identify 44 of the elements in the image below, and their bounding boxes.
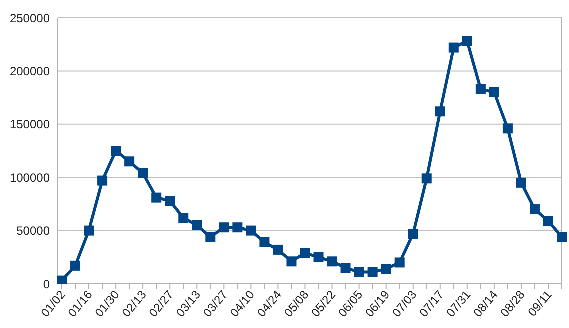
point bbox=[232, 222, 243, 233]
point bbox=[489, 87, 500, 98]
point bbox=[219, 222, 230, 233]
point bbox=[462, 36, 472, 46]
point bbox=[314, 252, 324, 262]
y-tick-label: 200000 bbox=[10, 64, 50, 78]
point bbox=[368, 267, 378, 278]
point bbox=[476, 84, 486, 94]
y-tick-label: 250000 bbox=[10, 11, 50, 26]
point bbox=[152, 192, 162, 203]
point bbox=[178, 213, 189, 224]
point bbox=[422, 174, 432, 184]
point bbox=[260, 238, 270, 248]
point bbox=[354, 267, 364, 278]
point bbox=[394, 258, 405, 268]
y-tick-label: 100000 bbox=[10, 170, 50, 185]
point bbox=[340, 263, 351, 274]
point bbox=[84, 226, 94, 236]
y-tick-label: 50000 bbox=[16, 224, 50, 238]
point bbox=[286, 256, 297, 267]
point bbox=[98, 176, 108, 186]
point bbox=[124, 156, 135, 167]
point bbox=[192, 220, 202, 230]
point bbox=[543, 216, 554, 226]
point bbox=[246, 226, 256, 236]
point bbox=[502, 124, 513, 134]
point bbox=[300, 248, 310, 258]
point bbox=[111, 146, 122, 156]
point bbox=[516, 178, 526, 188]
point bbox=[138, 168, 148, 178]
point bbox=[273, 244, 284, 255]
point bbox=[448, 42, 459, 53]
point bbox=[57, 276, 67, 284]
y-tick-label: 0 bbox=[43, 277, 50, 292]
y-tick-label: 150000 bbox=[10, 118, 50, 132]
point bbox=[435, 106, 446, 117]
point bbox=[327, 256, 338, 267]
point bbox=[70, 260, 81, 271]
point bbox=[408, 228, 418, 239]
point bbox=[381, 264, 392, 274]
point bbox=[530, 204, 540, 215]
point bbox=[557, 232, 567, 242]
point bbox=[165, 196, 176, 206]
point bbox=[206, 232, 216, 242]
